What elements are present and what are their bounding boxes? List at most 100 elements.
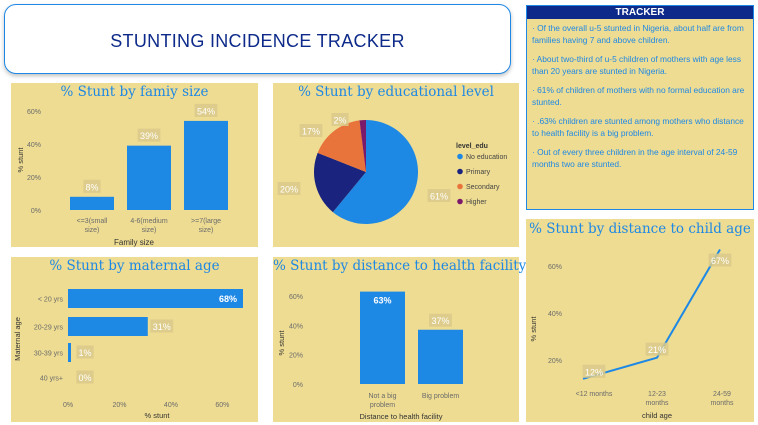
y-axis-label: % stunt xyxy=(16,147,25,173)
childage-chart-title: % Stunt by distance to child age xyxy=(529,221,751,237)
pie-data-label: 61% xyxy=(430,192,448,202)
tracker-list: Of the overall u-5 stunted in Nigeria, a… xyxy=(527,19,753,170)
data-label-bg xyxy=(83,179,101,193)
data-label-bg xyxy=(76,370,94,384)
y-tick-label: 20% xyxy=(289,353,303,360)
bar xyxy=(68,289,243,308)
x-tick-label: 24-59 months xyxy=(711,391,734,407)
data-label: 37% xyxy=(431,316,449,326)
x-tick-label: >=7(large size) xyxy=(191,218,221,234)
maternal-chart-title: % Stunt by maternal age xyxy=(49,258,220,274)
bar xyxy=(418,329,463,384)
page-title: STUNTING INCIDENCE TRACKER xyxy=(110,31,405,51)
y-tick-label: 40% xyxy=(289,323,303,330)
tracker-item: Out of every three children in the age i… xyxy=(532,146,747,170)
legend-label: No education xyxy=(466,154,507,161)
education-chart: % Stunt by educational level 61% 20% 17% 2%… xyxy=(273,83,519,247)
education-chart-svg: 61% 20% 17% 2% level_edu No education Primary S… xyxy=(277,113,507,224)
x-tick-label: <=3(small size) xyxy=(77,218,108,234)
family-chart-title: % Stunt by famiy size xyxy=(60,84,209,100)
title-banner: STUNTING INCIDENCE TRACKER xyxy=(4,4,511,74)
y-tick-label: 20-29 yrs xyxy=(34,325,64,332)
y-tick-label: 60% xyxy=(27,109,41,116)
tracker-item: 61% of children of mothers with no forma… xyxy=(532,84,747,108)
pie-slice xyxy=(332,120,418,224)
x-axis-label: child age xyxy=(642,411,672,420)
bar xyxy=(68,343,71,362)
data-label: 39% xyxy=(140,131,158,141)
pie-data-label-bg xyxy=(331,113,349,126)
maternal-age-chart: % Stunt by maternal age < 20 yrs 68% 20-29… xyxy=(11,257,258,422)
tracker-item: .63% children are stunted among mothers … xyxy=(532,115,747,139)
x-tick-label: 40% xyxy=(164,402,178,409)
tracker-item: About two-third of u-5 children of mothe… xyxy=(532,53,747,77)
data-label: 63% xyxy=(373,296,391,306)
childage-chart-svg: 20% 40% 60% % stunt 12% 21% 67% <12 months 12-23… xyxy=(529,249,734,420)
y-tick-label: 0% xyxy=(293,382,303,389)
legend-label: Secondary xyxy=(466,184,500,191)
y-axis-label: % stunt xyxy=(277,330,286,356)
tracker-panel: TRACKER Of the overall u-5 stunted in Ni… xyxy=(526,5,754,210)
data-label: 21% xyxy=(648,345,666,355)
data-label-bg xyxy=(582,364,606,378)
pie-data-label-bg xyxy=(427,189,451,202)
maternal-chart-svg: < 20 yrs 68% 20-29 yrs 31% 30-39 yrs 1% 40 yrs… xyxy=(13,289,243,420)
child-age-chart: % Stunt by distance to child age 20% 40% 6… xyxy=(526,219,754,422)
facility-chart-title: % Stunt by distance to health facility xyxy=(273,258,527,274)
bar xyxy=(70,196,114,210)
y-tick-label: 20% xyxy=(27,175,41,182)
bar xyxy=(184,120,228,210)
x-tick-label: Not a big problem xyxy=(368,393,396,409)
legend-marker xyxy=(457,183,463,190)
x-tick-label: <12 months xyxy=(576,391,613,398)
legend-title: level_edu xyxy=(456,143,488,150)
family-size-chart: % Stunt by famiy size 0% 20% 40% 60% % stunt… xyxy=(11,83,258,247)
pie-slice xyxy=(359,120,366,172)
data-label: 1% xyxy=(78,348,91,358)
data-label-bg xyxy=(150,319,174,333)
health-facility-chart: % Stunt by distance to health facility 0… xyxy=(273,257,527,422)
y-tick-label: 30-39 yrs xyxy=(34,351,64,358)
tracker-item: Of the overall u-5 stunted in Nigeria, a… xyxy=(532,22,747,46)
series-line xyxy=(582,249,721,380)
x-tick-label: 60% xyxy=(215,402,229,409)
data-label: 12% xyxy=(585,367,603,377)
data-label: 31% xyxy=(153,322,171,332)
data-label-bg xyxy=(137,128,161,142)
pie-slice xyxy=(317,120,366,172)
data-label-bg xyxy=(194,103,218,117)
data-label-bg xyxy=(76,345,94,359)
legend-marker xyxy=(457,198,463,205)
legend-marker xyxy=(457,168,463,175)
pie-data-label: 17% xyxy=(302,127,320,137)
legend-label: Higher xyxy=(466,199,487,206)
bar xyxy=(68,317,148,336)
y-tick-label: 60% xyxy=(289,294,303,301)
y-tick-label: 40% xyxy=(27,142,41,149)
pie-data-label-bg xyxy=(299,124,323,137)
family-chart-svg: 0% 20% 40% 60% % stunt 8% <=3(small size) 39% 4-6… xyxy=(16,103,228,247)
x-axis-label: % stunt xyxy=(144,411,170,420)
data-label-bg xyxy=(645,342,669,356)
y-tick-label: < 20 yrs xyxy=(38,297,64,304)
x-tick-label: 4-6(medium size) xyxy=(130,218,168,234)
legend-label: Primary xyxy=(466,169,491,176)
data-label-bg xyxy=(429,313,452,327)
y-tick-label: 40% xyxy=(548,311,562,318)
x-tick-label: 20% xyxy=(112,402,126,409)
x-tick-label: 0% xyxy=(63,402,73,409)
data-label: 0% xyxy=(78,373,91,383)
x-tick-label: Big problem xyxy=(422,393,460,400)
y-tick-label: 0% xyxy=(31,208,41,215)
x-tick-label: 12-23 months xyxy=(646,391,669,407)
pie-data-label: 2% xyxy=(333,116,346,126)
pie-data-label: 20% xyxy=(280,185,298,195)
data-label-bg xyxy=(708,253,732,267)
bar xyxy=(127,145,171,210)
data-label: 67% xyxy=(711,256,729,266)
y-tick-label: 40 yrs+ xyxy=(40,376,63,383)
tracker-title: TRACKER xyxy=(527,6,753,19)
education-chart-title: % Stunt by educational level xyxy=(298,84,494,100)
y-tick-label: 20% xyxy=(548,358,562,365)
data-label: 68% xyxy=(219,294,237,304)
